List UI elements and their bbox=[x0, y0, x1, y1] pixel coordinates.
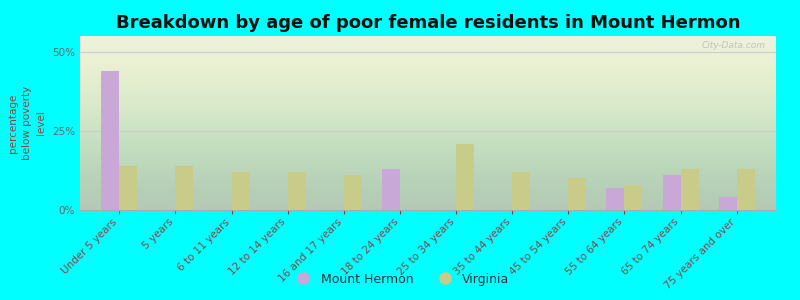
Bar bbox=[456, 144, 474, 210]
Y-axis label: percentage
below poverty
level: percentage below poverty level bbox=[9, 86, 46, 160]
Bar bbox=[718, 197, 737, 210]
Bar bbox=[625, 185, 642, 210]
Bar bbox=[606, 188, 625, 210]
Legend: Mount Hermon, Virginia: Mount Hermon, Virginia bbox=[286, 268, 514, 291]
Bar bbox=[737, 169, 754, 210]
Text: City-Data.com: City-Data.com bbox=[702, 41, 766, 50]
Title: Breakdown by age of poor female residents in Mount Hermon: Breakdown by age of poor female resident… bbox=[116, 14, 740, 32]
Bar bbox=[102, 71, 119, 210]
Bar bbox=[175, 166, 194, 210]
Bar bbox=[382, 169, 400, 210]
Bar bbox=[681, 169, 698, 210]
Bar bbox=[662, 175, 681, 210]
Bar bbox=[344, 175, 362, 210]
Bar bbox=[288, 172, 306, 210]
Bar bbox=[568, 178, 586, 210]
Bar bbox=[231, 172, 250, 210]
Bar bbox=[512, 172, 530, 210]
Bar bbox=[119, 166, 138, 210]
